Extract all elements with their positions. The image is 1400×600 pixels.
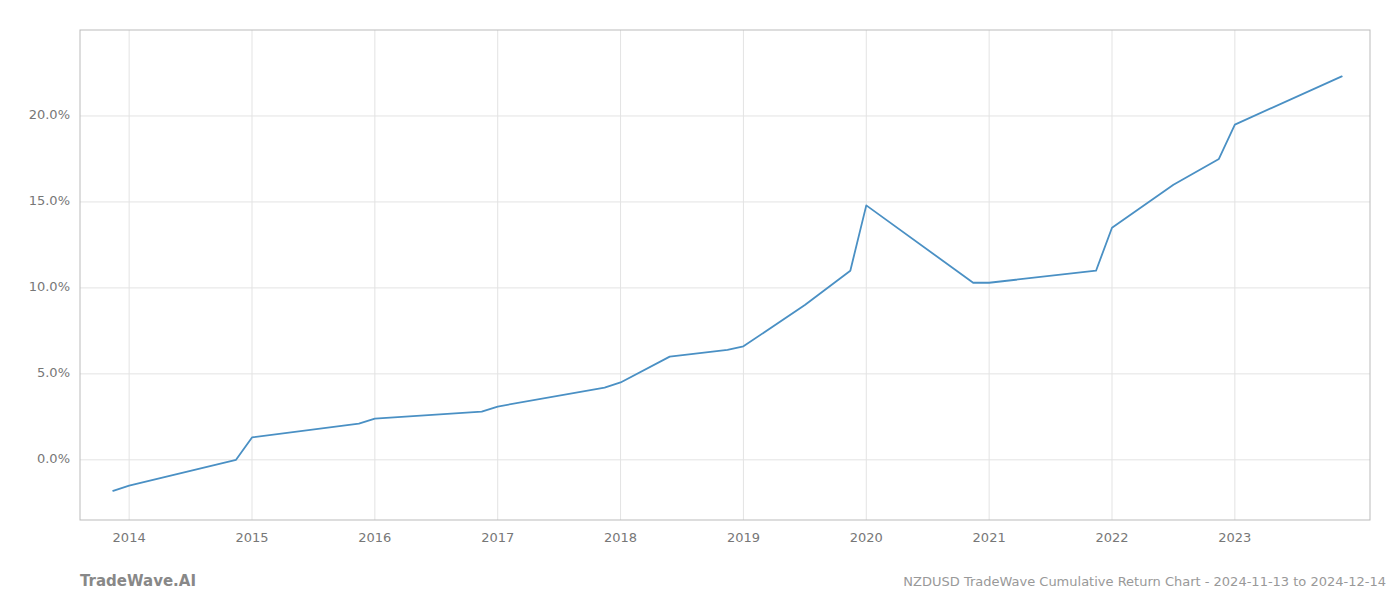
title: NZDUSD TradeWave Cumulative Return Chart…: [903, 574, 1386, 589]
series-group: [113, 76, 1342, 490]
x-grid-line: [129, 30, 130, 520]
x-tick-label: 2019: [727, 530, 760, 545]
x-tick-label: 2023: [1218, 530, 1251, 545]
x-tick-label: 2020: [850, 530, 883, 545]
x-grid-line: [1234, 30, 1235, 520]
y-grid-line: [80, 115, 1370, 116]
x-tick-label: 2014: [113, 530, 146, 545]
chart: 0.0% 5.0% 10.0% 15.0% 20.0% 2014 2015 2016 2017 2…: [0, 0, 1400, 600]
x-tick-label: 2018: [604, 530, 637, 545]
x-grid-line: [620, 30, 621, 520]
watermark: TradeWave.AI: [80, 572, 196, 590]
plot-frame: [80, 30, 1370, 520]
x-grid-line: [1112, 30, 1113, 520]
x-tick-label: 2021: [973, 530, 1006, 545]
x-tick-label: 2015: [235, 530, 268, 545]
y-grid-line: [80, 373, 1370, 374]
grid: [80, 30, 1370, 520]
x-grid-line: [743, 30, 744, 520]
chart-container: 0.0% 5.0% 10.0% 15.0% 20.0% 2014 2015 2016 2017 2…: [0, 0, 1400, 600]
y-grid-line: [80, 287, 1370, 288]
x-grid-line: [374, 30, 375, 520]
x-grid-line: [497, 30, 498, 520]
y-grid-line: [80, 459, 1370, 460]
line: [113, 76, 1342, 490]
y-tick-label: 0.0%: [37, 451, 70, 466]
x-tick-label: 2016: [358, 530, 391, 545]
y-tick-label: 15.0%: [29, 193, 70, 208]
y-grid-line: [80, 201, 1370, 202]
x-grid-line: [989, 30, 990, 520]
x-tick-label: 2017: [481, 530, 514, 545]
y-tick-label: 20.0%: [29, 107, 70, 122]
x-grid-line: [252, 30, 253, 520]
y-tick-label: 5.0%: [37, 365, 70, 380]
x-grid-line: [866, 30, 867, 520]
x-tick-label: 2022: [1095, 530, 1128, 545]
axes: 0.0% 5.0% 10.0% 15.0% 20.0% 2014 2015 2016 2017 2…: [29, 30, 1370, 545]
y-tick-label: 10.0%: [29, 279, 70, 294]
